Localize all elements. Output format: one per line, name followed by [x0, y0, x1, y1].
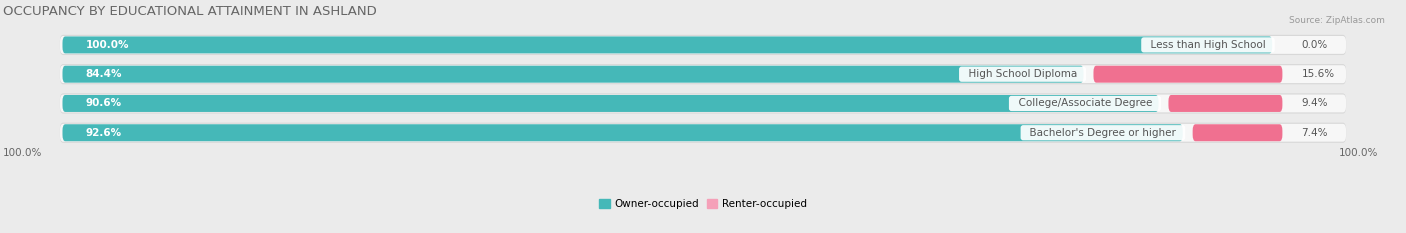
FancyBboxPatch shape: [60, 36, 1346, 54]
Text: 90.6%: 90.6%: [86, 99, 122, 109]
Text: OCCUPANCY BY EDUCATIONAL ATTAINMENT IN ASHLAND: OCCUPANCY BY EDUCATIONAL ATTAINMENT IN A…: [3, 5, 377, 18]
FancyBboxPatch shape: [60, 64, 1346, 84]
FancyBboxPatch shape: [60, 95, 1346, 112]
Legend: Owner-occupied, Renter-occupied: Owner-occupied, Renter-occupied: [599, 199, 807, 209]
FancyBboxPatch shape: [1192, 124, 1282, 141]
Text: Source: ZipAtlas.com: Source: ZipAtlas.com: [1289, 16, 1385, 25]
Text: 7.4%: 7.4%: [1302, 128, 1327, 138]
Text: Bachelor's Degree or higher: Bachelor's Degree or higher: [1024, 128, 1182, 138]
FancyBboxPatch shape: [62, 36, 1272, 53]
FancyBboxPatch shape: [60, 123, 1346, 143]
FancyBboxPatch shape: [62, 95, 1159, 112]
Text: 92.6%: 92.6%: [86, 128, 122, 138]
FancyBboxPatch shape: [62, 66, 1084, 83]
Text: 84.4%: 84.4%: [86, 69, 122, 79]
Text: 0.0%: 0.0%: [1302, 40, 1327, 50]
Text: Less than High School: Less than High School: [1144, 40, 1272, 50]
FancyBboxPatch shape: [62, 124, 1182, 141]
FancyBboxPatch shape: [1168, 95, 1282, 112]
Text: 15.6%: 15.6%: [1302, 69, 1334, 79]
FancyBboxPatch shape: [60, 93, 1346, 113]
FancyBboxPatch shape: [60, 124, 1346, 142]
FancyBboxPatch shape: [60, 65, 1346, 83]
Text: 100.0%: 100.0%: [86, 40, 129, 50]
Text: 100.0%: 100.0%: [3, 148, 42, 158]
Text: High School Diploma: High School Diploma: [962, 69, 1084, 79]
FancyBboxPatch shape: [60, 35, 1346, 55]
Text: College/Associate Degree: College/Associate Degree: [1011, 99, 1159, 109]
FancyBboxPatch shape: [1094, 66, 1282, 83]
Text: 9.4%: 9.4%: [1302, 99, 1327, 109]
Text: 100.0%: 100.0%: [1339, 148, 1378, 158]
